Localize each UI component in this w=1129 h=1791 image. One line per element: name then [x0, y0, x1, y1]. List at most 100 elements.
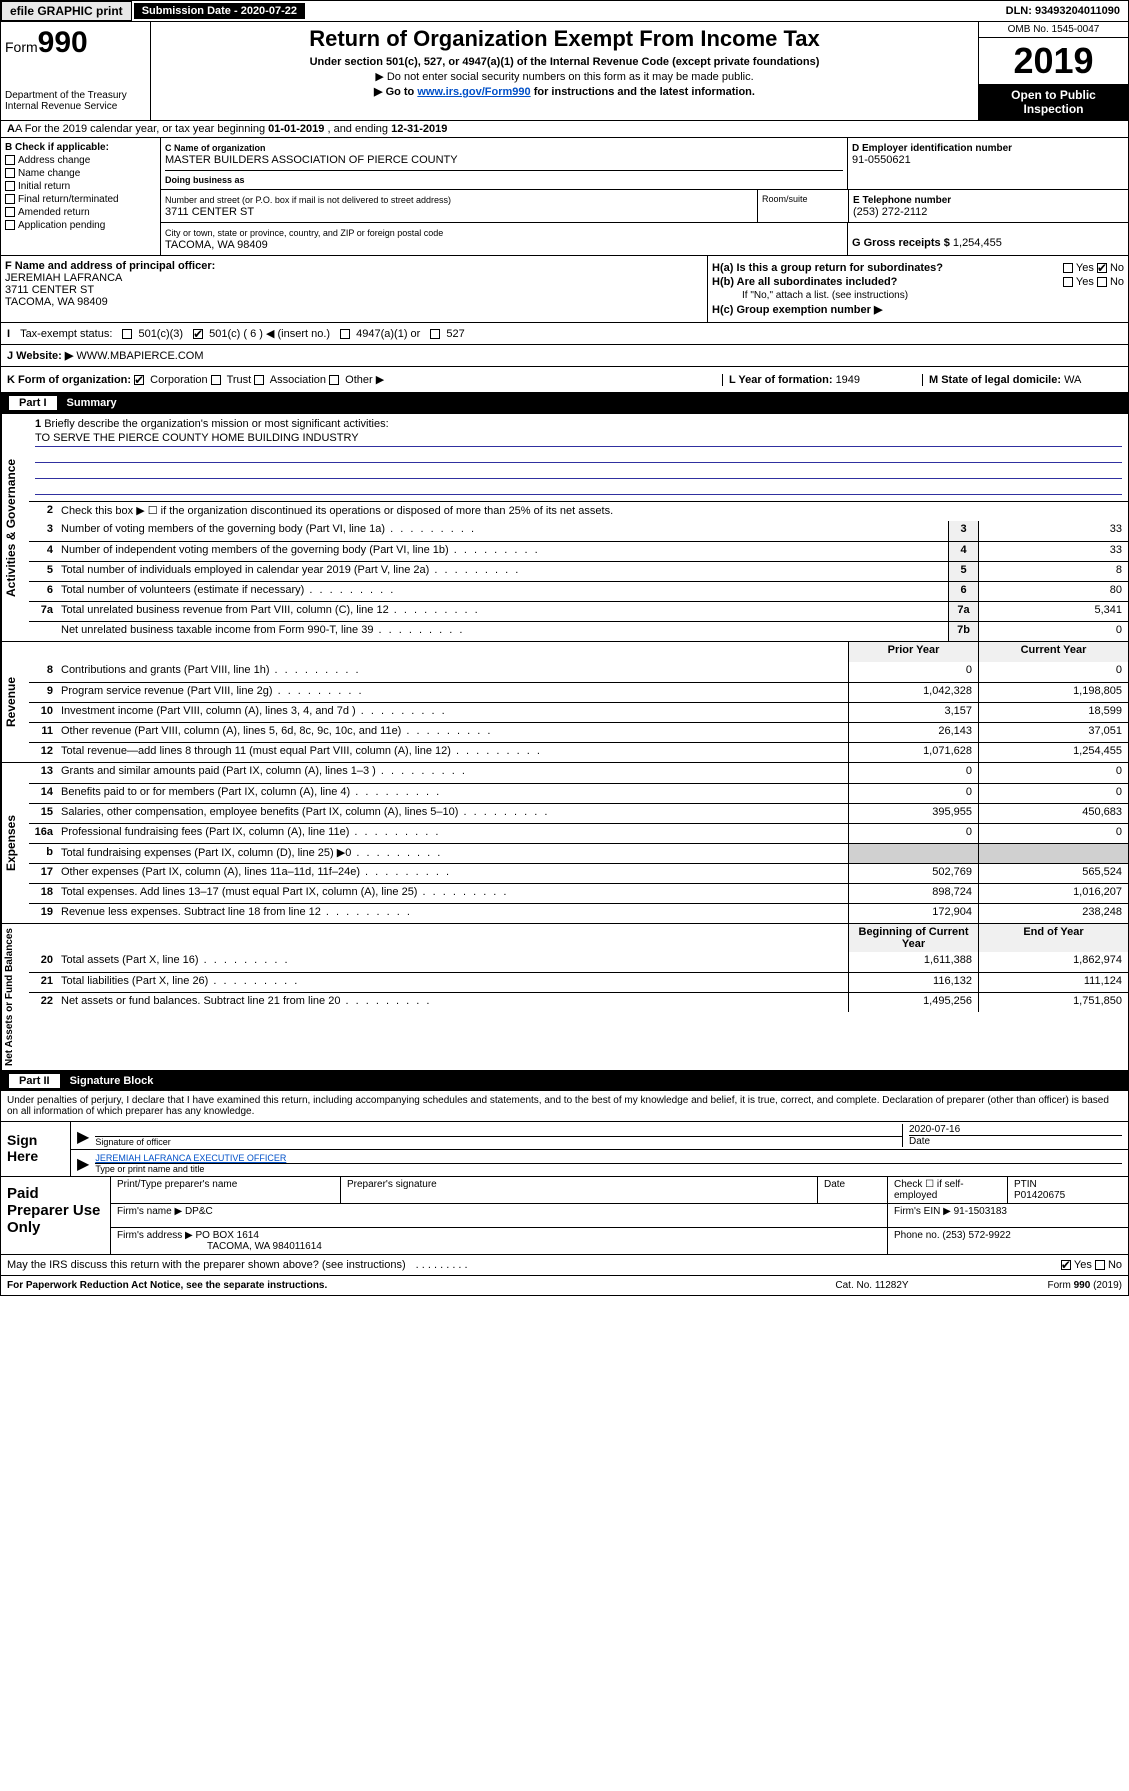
- header-left: Form990 Department of the Treasury Inter…: [1, 22, 151, 120]
- chk-4947[interactable]: 4947(a)(1) or: [340, 328, 420, 340]
- website-label: J Website: ▶: [7, 350, 73, 362]
- officer-name: JEREMIAH LAFRANCA: [5, 272, 122, 284]
- expenses-section: Expenses 13Grants and similar amounts pa…: [0, 763, 1129, 924]
- city-value: TACOMA, WA 98409: [165, 239, 268, 251]
- chk-final-return[interactable]: Final return/terminated: [5, 194, 156, 205]
- row-i-tax-status: I Tax-exempt status: 501(c)(3) 501(c) ( …: [0, 323, 1129, 345]
- firm-addr2: TACOMA, WA 984011614: [117, 1241, 322, 1252]
- tax-year: 2019: [979, 38, 1128, 84]
- chk-initial-return[interactable]: Initial return: [5, 181, 156, 192]
- sig-date-label: Date: [909, 1135, 1122, 1147]
- table-row: 20Total assets (Part X, line 16)1,611,38…: [29, 952, 1128, 972]
- city-label: City or town, state or province, country…: [165, 228, 443, 238]
- discuss-question: May the IRS discuss this return with the…: [7, 1259, 406, 1271]
- paperwork-notice: For Paperwork Reduction Act Notice, see …: [7, 1280, 772, 1291]
- officer-addr1: 3711 CENTER ST: [5, 284, 94, 296]
- room-suite: Room/suite: [758, 190, 848, 222]
- discuss-yn[interactable]: Yes No: [1061, 1259, 1122, 1271]
- chk-name-change[interactable]: Name change: [5, 168, 156, 179]
- website-value: WWW.MBAPIERCE.COM: [76, 350, 203, 362]
- domicile-label: M State of legal domicile:: [929, 374, 1064, 386]
- row-a-mid: , and ending: [324, 123, 391, 135]
- table-row: 9Program service revenue (Part VIII, lin…: [29, 682, 1128, 702]
- hc-label: H(c) Group exemption number ▶: [712, 303, 882, 316]
- paid-preparer-block: Paid Preparer Use Only Print/Type prepar…: [0, 1177, 1129, 1255]
- table-row: 4Number of independent voting members of…: [29, 541, 1128, 561]
- chk-501c[interactable]: 501(c) ( 6 ) ◀ (insert no.): [193, 327, 330, 340]
- addr-label: Number and street (or P.O. box if mail i…: [165, 195, 451, 205]
- form-footer: Form 990 (2019): [972, 1280, 1122, 1291]
- year-formation-label: L Year of formation:: [729, 374, 836, 386]
- chk-501c3[interactable]: 501(c)(3): [122, 328, 183, 340]
- chk-527[interactable]: 527: [430, 328, 464, 340]
- col-f-officer: F Name and address of principal officer:…: [1, 256, 708, 322]
- table-row: 17Other expenses (Part IX, column (A), l…: [29, 863, 1128, 883]
- year-end: 12-31-2019: [391, 123, 447, 135]
- open-public-badge: Open to PublicInspection: [979, 84, 1128, 120]
- table-row: 3Number of voting members of the governi…: [29, 521, 1128, 541]
- header-title-block: Return of Organization Exempt From Incom…: [151, 22, 978, 120]
- omb-number: OMB No. 1545-0047: [979, 22, 1128, 38]
- tel-label: E Telephone number: [853, 195, 951, 206]
- col-b-label: B Check if applicable:: [5, 142, 109, 153]
- subtitle-3: ▶ Go to www.irs.gov/Form990 for instruct…: [159, 85, 970, 98]
- firm-ein-label: Firm's EIN ▶: [894, 1206, 954, 1217]
- table-row: 16aProfessional fundraising fees (Part I…: [29, 823, 1128, 843]
- gross-value: 1,254,455: [953, 237, 1002, 249]
- side-governance: Activities & Governance: [1, 414, 29, 641]
- table-row: 6Total number of volunteers (estimate if…: [29, 581, 1128, 601]
- cat-no: Cat. No. 11282Y: [772, 1280, 972, 1291]
- row-a-pre: A For the 2019 calendar year, or tax yea…: [15, 123, 268, 135]
- firm-phone: (253) 572-9922: [942, 1230, 1010, 1241]
- perjury-text: Under penalties of perjury, I declare th…: [0, 1091, 1129, 1122]
- chk-amended[interactable]: Amended return: [5, 207, 156, 218]
- irs-link[interactable]: www.irs.gov/Form990: [417, 86, 530, 98]
- tax-status-label: Tax-exempt status:: [20, 328, 112, 340]
- part-1-title: Summary: [67, 397, 117, 409]
- form-number: Form990: [5, 26, 146, 60]
- tel-value: (253) 272-2112: [853, 206, 927, 218]
- col-d-ein: D Employer identification number 91-0550…: [848, 138, 1128, 189]
- org-name: MASTER BUILDERS ASSOCIATION OF PIERCE CO…: [165, 154, 458, 166]
- paid-preparer-label: Paid Preparer Use Only: [1, 1177, 111, 1254]
- ha-label: H(a) Is this a group return for subordin…: [712, 262, 943, 274]
- col-b-checkboxes: B Check if applicable: Address change Na…: [1, 138, 161, 255]
- footer-row: For Paperwork Reduction Act Notice, see …: [0, 1276, 1129, 1296]
- row-f-h: F Name and address of principal officer:…: [0, 256, 1129, 323]
- form-prefix: Form: [5, 39, 38, 55]
- row-klm: K Form of organization: Corporation Trus…: [0, 367, 1129, 393]
- chk-corp[interactable]: Corporation: [134, 374, 208, 386]
- prep-sig-hdr: Preparer's signature: [341, 1177, 818, 1203]
- officer-addr2: TACOMA, WA 98409: [5, 296, 108, 308]
- header-right: OMB No. 1545-0047 2019 Open to PublicIns…: [978, 22, 1128, 120]
- table-row: Net unrelated business taxable income fr…: [29, 621, 1128, 641]
- part-1-label: Part I: [9, 396, 57, 410]
- prior-year-hdr: Prior Year: [848, 642, 978, 662]
- efile-button[interactable]: efile GRAPHIC print: [1, 1, 132, 21]
- discuss-row: May the IRS discuss this return with the…: [0, 1255, 1129, 1276]
- firm-ein: 91-1503183: [954, 1206, 1007, 1217]
- form-990: 990: [38, 26, 88, 59]
- irs-label: Internal Revenue Service: [5, 101, 146, 112]
- subtitle-2: ▶ Do not enter social security numbers o…: [159, 70, 970, 83]
- chk-address-change[interactable]: Address change: [5, 155, 156, 166]
- firm-name: DP&C: [185, 1206, 213, 1217]
- chk-app-pending[interactable]: Application pending: [5, 220, 156, 231]
- table-row: bTotal fundraising expenses (Part IX, co…: [29, 843, 1128, 863]
- goto-suffix: for instructions and the latest informat…: [531, 86, 755, 98]
- top-bar: efile GRAPHIC print Submission Date - 20…: [0, 0, 1129, 22]
- table-row: 13Grants and similar amounts paid (Part …: [29, 763, 1128, 783]
- ein-value: 91-0550621: [852, 154, 911, 166]
- block-bcdeg: B Check if applicable: Address change Na…: [0, 138, 1129, 256]
- chk-other[interactable]: Other ▶: [329, 374, 384, 386]
- officer-print-name[interactable]: JEREMIAH LAFRANCA EXECUTIVE OFFICER: [95, 1153, 286, 1163]
- begin-year-hdr: Beginning of Current Year: [848, 924, 978, 952]
- dln-label: DLN: 93493204011090: [998, 3, 1128, 19]
- chk-trust[interactable]: Trust: [211, 374, 252, 386]
- officer-label: F Name and address of principal officer:: [5, 260, 215, 272]
- chk-assoc[interactable]: Association: [254, 374, 326, 386]
- part-2-title: Signature Block: [70, 1075, 154, 1087]
- discuss-dots: . . . . . . . . .: [416, 1259, 468, 1271]
- prep-name-hdr: Print/Type preparer's name: [111, 1177, 341, 1203]
- row-a-tax-year: AA For the 2019 calendar year, or tax ye…: [0, 121, 1129, 138]
